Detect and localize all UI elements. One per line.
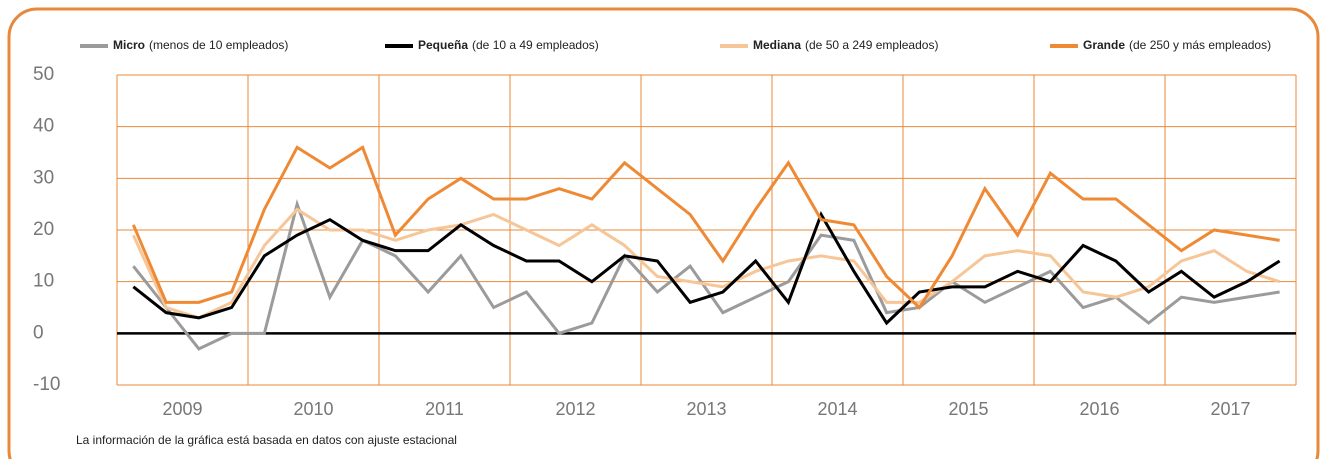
x-tick-label: 2016 [1079,399,1119,419]
x-tick-label: 2011 [425,399,464,419]
panel-border [7,7,1320,459]
legend-entry: Pequeña (de 10 a 49 empleados) [418,38,599,52]
series-line [132,210,1281,326]
x-tick-label: 2014 [817,399,857,419]
series-line [132,198,1280,351]
legend-name: Mediana [753,38,801,52]
legend-entry: Grande (de 250 y más empleados) [1083,38,1271,52]
legend-name: Micro [113,38,145,52]
y-tick-label: -10 [33,374,60,395]
x-tick-label: 2012 [555,399,595,419]
y-tick-label: 10 [33,271,54,292]
y-tick-label: 40 [33,116,54,137]
y-tick-label: 0 [33,322,44,343]
legend-description: (de 50 a 249 empleados) [805,38,938,52]
x-tick-label: 2017 [1210,399,1250,419]
x-tick-label: 2009 [162,399,202,419]
footnote: La información de la gráfica está basada… [76,433,457,447]
x-tick-label: 2010 [293,399,333,419]
y-tick-label: 50 [33,64,54,85]
series-line [131,145,1280,310]
series-line [132,207,1281,320]
legend-description: (menos de 10 empleados) [149,38,288,52]
y-tick-label: 30 [33,167,54,188]
legend-description: (de 250 y más empleados) [1129,38,1271,52]
legend-entry: Mediana (de 50 a 249 empleados) [753,38,938,52]
x-tick-label: 2013 [686,399,726,419]
y-tick-label: 20 [33,219,54,240]
legend-description: (de 10 a 49 empleados) [472,38,599,52]
legend-name: Pequeña [418,38,468,52]
legend-entry: Micro (menos de 10 empleados) [113,38,288,52]
x-tick-label: 2015 [948,399,988,419]
legend-name: Grande [1083,38,1125,52]
